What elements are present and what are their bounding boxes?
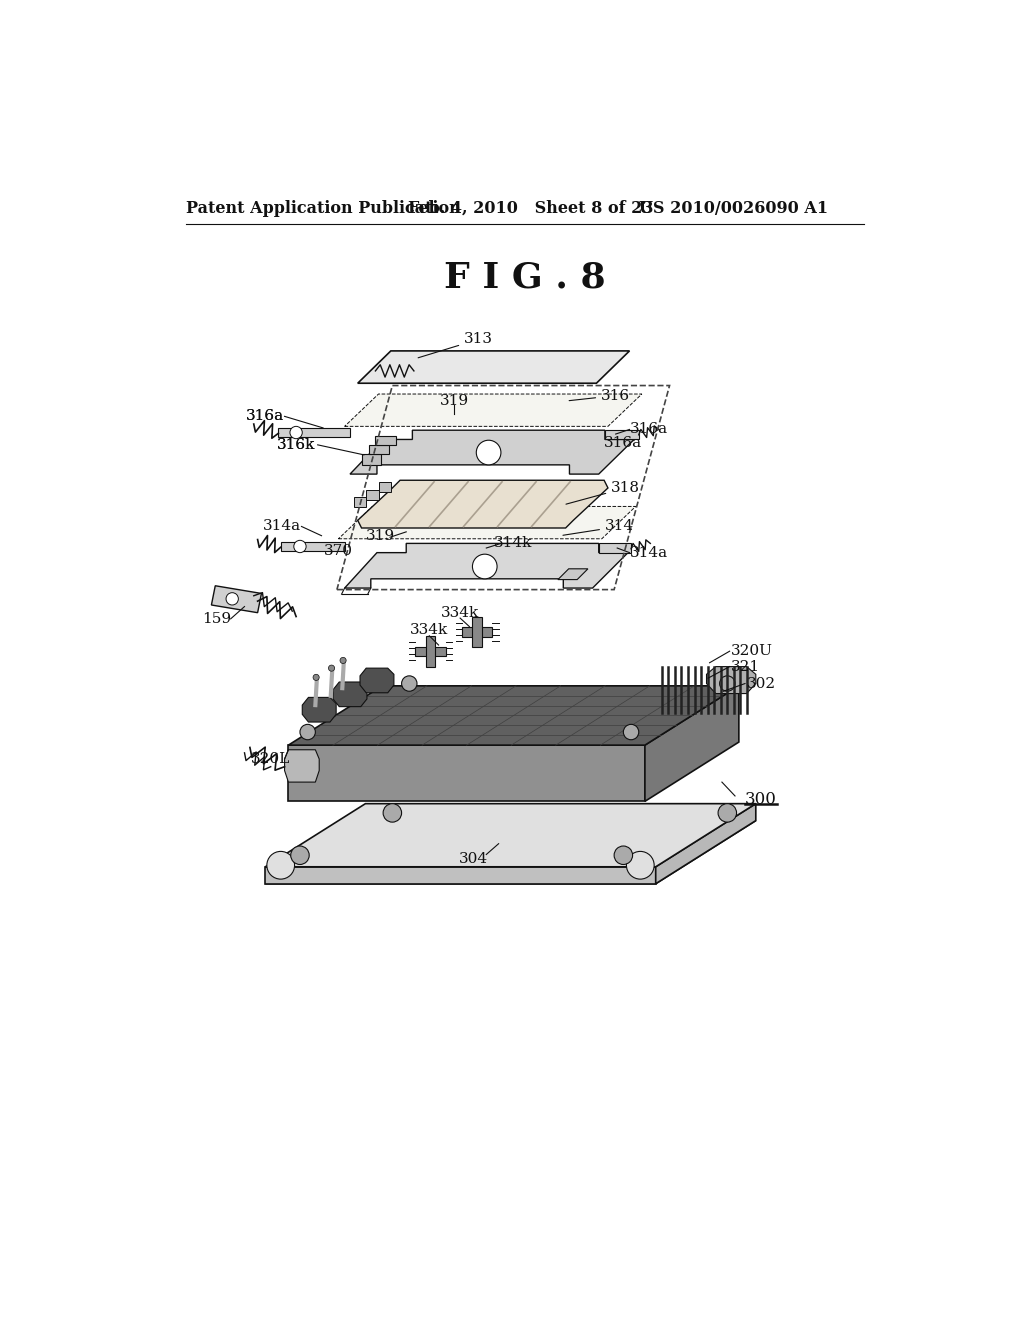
Text: 318: 318	[566, 480, 640, 504]
Polygon shape	[462, 627, 493, 636]
Text: 370: 370	[324, 544, 353, 558]
Polygon shape	[285, 750, 319, 781]
Circle shape	[624, 725, 639, 739]
Polygon shape	[360, 668, 394, 693]
Polygon shape	[379, 482, 391, 492]
Circle shape	[226, 593, 239, 605]
Circle shape	[340, 657, 346, 664]
Circle shape	[472, 554, 497, 578]
Polygon shape	[472, 616, 481, 647]
Polygon shape	[558, 569, 588, 579]
Polygon shape	[357, 351, 630, 383]
Polygon shape	[655, 804, 756, 884]
Text: F I G . 8: F I G . 8	[444, 261, 605, 294]
Circle shape	[267, 851, 295, 879]
Polygon shape	[370, 445, 388, 454]
Text: 314a: 314a	[630, 545, 668, 560]
Polygon shape	[279, 428, 350, 437]
Circle shape	[383, 804, 401, 822]
Text: 159: 159	[202, 612, 231, 626]
Circle shape	[329, 665, 335, 672]
Polygon shape	[345, 395, 642, 426]
Circle shape	[291, 846, 309, 865]
Text: 316a: 316a	[246, 409, 284, 424]
Circle shape	[476, 441, 501, 465]
Text: 316k: 316k	[276, 438, 315, 451]
Polygon shape	[265, 804, 756, 867]
Circle shape	[290, 426, 302, 438]
Polygon shape	[416, 647, 446, 656]
Polygon shape	[333, 682, 367, 706]
Polygon shape	[645, 686, 739, 801]
Polygon shape	[350, 430, 634, 474]
Polygon shape	[289, 744, 645, 801]
Text: 316a: 316a	[604, 437, 642, 450]
Polygon shape	[281, 543, 345, 552]
Polygon shape	[265, 867, 655, 884]
Text: Feb. 4, 2010   Sheet 8 of 23: Feb. 4, 2010 Sheet 8 of 23	[408, 199, 653, 216]
Polygon shape	[339, 507, 636, 539]
Text: 302: 302	[746, 677, 776, 690]
Polygon shape	[707, 667, 756, 693]
Text: 316a: 316a	[630, 422, 668, 437]
Polygon shape	[367, 490, 379, 499]
Text: 316: 316	[569, 388, 630, 403]
Circle shape	[614, 846, 633, 865]
Text: 314: 314	[563, 520, 634, 536]
Polygon shape	[211, 586, 261, 612]
Polygon shape	[345, 544, 628, 589]
Circle shape	[401, 676, 417, 692]
Text: Patent Application Publication: Patent Application Publication	[186, 199, 461, 216]
Circle shape	[720, 676, 735, 692]
Polygon shape	[354, 498, 367, 507]
Text: 316k: 316k	[276, 438, 315, 451]
Text: 313: 313	[418, 333, 494, 358]
Polygon shape	[361, 454, 381, 465]
Text: 334k: 334k	[411, 623, 449, 636]
Polygon shape	[265, 821, 756, 884]
Text: 316a: 316a	[246, 409, 284, 424]
Text: 320U: 320U	[731, 644, 773, 659]
Text: 314k: 314k	[494, 536, 532, 550]
Text: 319: 319	[367, 529, 395, 543]
Text: 320L: 320L	[251, 752, 291, 766]
Circle shape	[313, 675, 319, 681]
Text: US 2010/0026090 A1: US 2010/0026090 A1	[639, 199, 827, 216]
Circle shape	[627, 851, 654, 879]
Polygon shape	[357, 480, 608, 528]
Polygon shape	[289, 686, 739, 744]
Polygon shape	[426, 636, 435, 667]
Text: 300: 300	[745, 791, 777, 808]
Polygon shape	[599, 544, 631, 553]
Polygon shape	[302, 697, 336, 722]
Text: 334k: 334k	[441, 606, 479, 619]
Circle shape	[300, 725, 315, 739]
Text: 314a: 314a	[262, 520, 300, 533]
Text: 304: 304	[459, 853, 487, 866]
Polygon shape	[605, 430, 639, 440]
Text: 321: 321	[731, 660, 760, 673]
Text: 319: 319	[439, 393, 469, 408]
Circle shape	[294, 540, 306, 553]
Polygon shape	[376, 436, 396, 445]
Circle shape	[718, 804, 736, 822]
